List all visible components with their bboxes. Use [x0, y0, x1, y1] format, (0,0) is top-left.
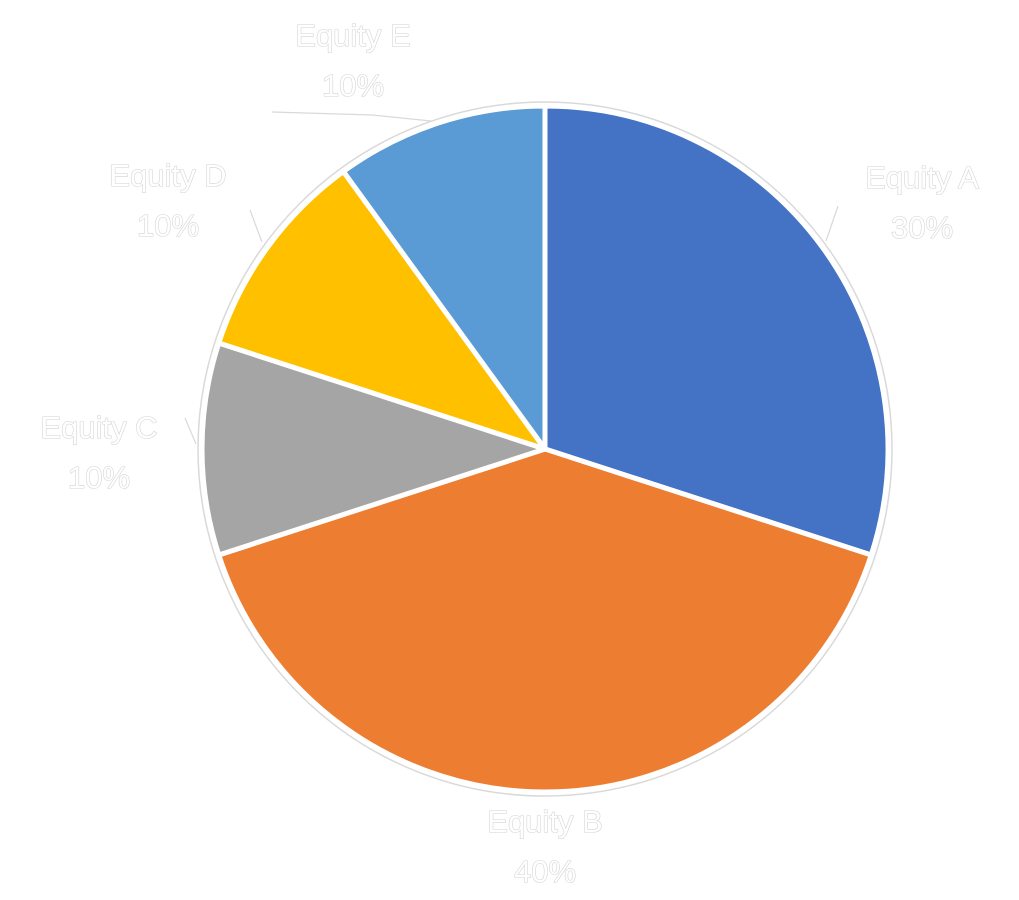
- leader-line-equity-a: [825, 205, 839, 242]
- pie-slice-equity-d: [216, 169, 548, 452]
- label-percent-equity-b: 40%: [514, 854, 576, 889]
- label-percent-equity-c: 10%: [68, 460, 130, 495]
- label-name-equity-a: Equity A: [865, 160, 979, 195]
- leader-line-equity-e: [271, 111, 432, 122]
- label-name-equity-b: Equity B: [487, 804, 602, 839]
- label-name-equity-e: Equity E: [295, 18, 410, 53]
- pie-slice-equity-a: [542, 103, 891, 558]
- data-labels: Equity A 30% Equity B 40% Equity C 10% E…: [40, 17, 980, 889]
- pie-slice-equity-b: [216, 446, 874, 795]
- label-percent-equity-a: 30%: [891, 210, 953, 245]
- pie-slices: [199, 103, 891, 795]
- pie-slice-equity-c: [199, 340, 548, 558]
- label-percent-equity-e: 10%: [322, 68, 384, 103]
- pie-slice-equity-e: [340, 103, 548, 452]
- leader-line-equity-d: [249, 209, 263, 243]
- label-name-equity-c: Equity C: [40, 410, 157, 445]
- label-name-equity-d: Equity D: [109, 158, 226, 193]
- leader-line-equity-c: [184, 417, 197, 445]
- pie-outline: [197, 101, 893, 797]
- label-percent-equity-d: 10%: [137, 208, 199, 243]
- leader-lines: [184, 111, 839, 445]
